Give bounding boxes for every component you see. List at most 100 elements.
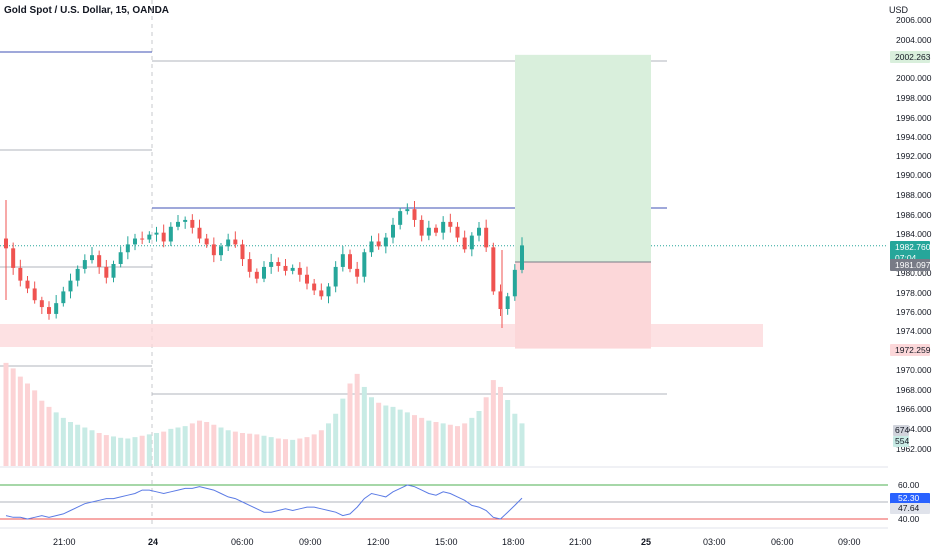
candle-body: [32, 288, 37, 301]
candle-body: [111, 263, 116, 278]
time-label: 09:00: [838, 537, 861, 547]
candle-body: [262, 266, 266, 279]
entry-price-tag: 1981.097: [890, 259, 931, 271]
volume-bar: [247, 433, 253, 466]
candle-body: [348, 254, 352, 269]
volume-bar: [347, 383, 353, 466]
price-tick: 1968.000: [896, 385, 932, 395]
volume-bar: [361, 386, 367, 466]
volume-bar: [297, 438, 303, 466]
candle-body: [204, 238, 209, 245]
volume-bar: [189, 423, 195, 466]
volume-bar: [204, 422, 210, 466]
candle-body: [25, 280, 30, 289]
target-price-tag-text: 2002.263: [895, 52, 931, 62]
candle-body: [326, 286, 331, 297]
volume-bar: [440, 423, 446, 466]
price-tick: 1970.000: [896, 365, 932, 375]
candle-body: [176, 221, 180, 227]
volume-bar: [225, 430, 231, 466]
volume-bar: [146, 434, 152, 466]
volume-bar: [168, 428, 174, 466]
candle-body: [233, 239, 238, 245]
candle-body: [211, 244, 216, 256]
candle-body: [455, 226, 460, 238]
volume-bar: [17, 376, 23, 466]
candle-body: [419, 219, 424, 236]
candle-body: [333, 266, 338, 287]
candle-body: [376, 241, 381, 247]
volume-bar: [455, 426, 460, 466]
candle-body: [254, 271, 259, 279]
candle-body: [97, 255, 102, 267]
volume-bar: [132, 437, 138, 466]
volume-bar: [175, 427, 181, 466]
volume-bar: [505, 400, 511, 466]
volume-bars: [3, 362, 525, 466]
volume-bar: [96, 433, 102, 466]
price-tick: 1988.000: [896, 190, 932, 200]
candle-body: [305, 274, 309, 284]
volume-bar: [197, 420, 202, 466]
volume-bar: [82, 427, 88, 466]
candle-body: [283, 265, 288, 271]
volume-bar: [462, 423, 468, 466]
time-label: 03:00: [703, 537, 726, 547]
chart-title: Gold Spot / U.S. Dollar, 15, OANDA: [4, 5, 170, 16]
price-axis: 2006.000 2004.000 2000.000 1998.000 1996…: [896, 15, 932, 454]
volume-bar: [103, 435, 109, 466]
price-tick: 1962.000: [896, 444, 932, 454]
volume-bar: [261, 435, 267, 466]
volume-bar: [32, 390, 38, 466]
volume-bar: [118, 437, 124, 466]
volume-bar: [111, 436, 116, 466]
volume-bar: [333, 413, 339, 466]
rsi-tick-upper: 60.00: [898, 480, 920, 490]
time-label: 25: [641, 537, 651, 547]
candle-body: [469, 235, 474, 250]
volume-bar: [232, 431, 238, 466]
price-tick: 1980.000: [896, 268, 932, 278]
candle-body: [512, 269, 517, 297]
time-axis: 21:00 24 06:00 09:00 12:00 15:00 18:00 2…: [53, 537, 861, 547]
volume-bar: [304, 437, 310, 466]
candle-body: [82, 260, 87, 269]
volume-bar: [376, 402, 382, 466]
candle-body: [462, 237, 467, 250]
candle-body: [75, 268, 80, 281]
time-label: 18:00: [502, 537, 525, 547]
candle-body: [505, 296, 510, 310]
price-tick: 1984.000: [896, 229, 932, 239]
candle-body: [168, 226, 173, 242]
candle-body: [312, 283, 317, 291]
time-label: 21:00: [53, 537, 76, 547]
price-tick: 1964.000: [896, 424, 932, 434]
volume-bar: [211, 424, 217, 466]
candle-body: [61, 291, 66, 304]
candle-body: [90, 255, 94, 261]
volume-bar: [369, 397, 374, 466]
volume-bar: [490, 380, 496, 466]
volume-bar: [268, 437, 274, 466]
candle-body: [448, 221, 453, 227]
target-price-tag: 2002.263: [890, 51, 931, 63]
candle-body: [11, 248, 16, 268]
current-price-text: 1982.760: [895, 242, 931, 252]
countdown-text: 07:04: [895, 253, 917, 263]
price-tick: 1996.000: [896, 113, 932, 123]
volume-bar: [447, 424, 453, 466]
volume-bar: [512, 413, 518, 466]
candle-body: [434, 227, 438, 233]
volume-bar: [519, 423, 525, 466]
candle-body: [247, 259, 252, 272]
candle-body: [118, 252, 123, 264]
candle-body: [398, 211, 403, 225]
candle-body: [161, 232, 166, 242]
target-zone: [515, 54, 651, 263]
stop-zone: [515, 262, 651, 349]
price-tick: 1990.000: [896, 170, 932, 180]
candle-body: [140, 238, 145, 240]
volume-bar: [254, 434, 260, 466]
volume-bar: [311, 434, 317, 466]
